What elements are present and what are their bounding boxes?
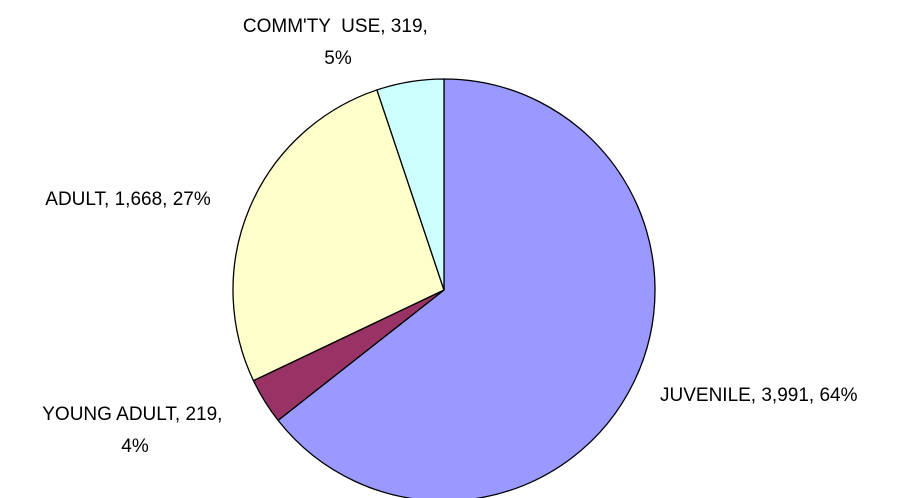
data-label-adult-line-1: ADULT, 1,668, 27% <box>45 189 211 210</box>
data-label-commty-use: COMM'TY USE, 319, 5% <box>243 16 433 69</box>
pie-data-labels: JUVENILE, 3,991, 64% YOUNG ADULT, 219, 4… <box>42 16 857 457</box>
pie-slice-comm-ty-use <box>376 78 445 291</box>
data-label-juvenile-line-1: JUVENILE, 3,991, 64% <box>660 385 858 406</box>
data-label-commty-use-line-1: COMM'TY USE, 319, <box>243 16 428 37</box>
data-label-juvenile: JUVENILE, 3,991, 64% <box>660 385 858 406</box>
pie-slice-juvenile <box>277 78 656 498</box>
data-label-commty-use-line-2: 5% <box>324 48 352 69</box>
pie-slices <box>232 78 656 498</box>
data-label-young-adult: YOUNG ADULT, 219, 4% <box>42 404 228 457</box>
data-label-young-adult-line-2: 4% <box>121 436 149 457</box>
data-label-adult: ADULT, 1,668, 27% <box>45 189 211 210</box>
data-label-young-adult-line-1: YOUNG ADULT, 219, <box>42 404 222 425</box>
pie-slice-adult <box>232 89 445 382</box>
